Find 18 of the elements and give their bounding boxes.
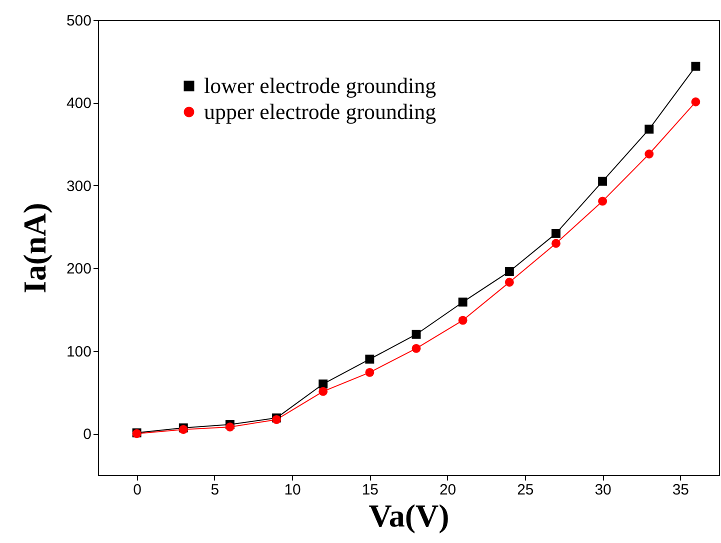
x-tick-label: 35: [672, 482, 690, 498]
y-tick-label: 100: [66, 343, 92, 360]
y-tick-label: 200: [66, 260, 92, 278]
x-axis-title: Va(V): [368, 498, 450, 534]
x-tick-label: 25: [517, 482, 534, 498]
x-tick-label: 30: [594, 482, 612, 498]
legend-label: lower electrode grounding: [204, 73, 436, 98]
y-tick-label: 400: [66, 95, 92, 112]
y-tick-label: 500: [66, 12, 92, 30]
x-tick-label: 20: [439, 482, 456, 498]
x-tick-label: 0: [133, 482, 142, 498]
x-tick-label: 10: [284, 482, 301, 498]
y-axis-title: Ia(nA): [16, 202, 52, 294]
x-tick-label: 15: [362, 482, 379, 498]
x-tick-label: 5: [210, 482, 220, 498]
y-tick-label: 0: [83, 426, 92, 444]
y-tick-label: 300: [66, 178, 92, 195]
legend-label: upper electrode grounding: [204, 99, 436, 124]
